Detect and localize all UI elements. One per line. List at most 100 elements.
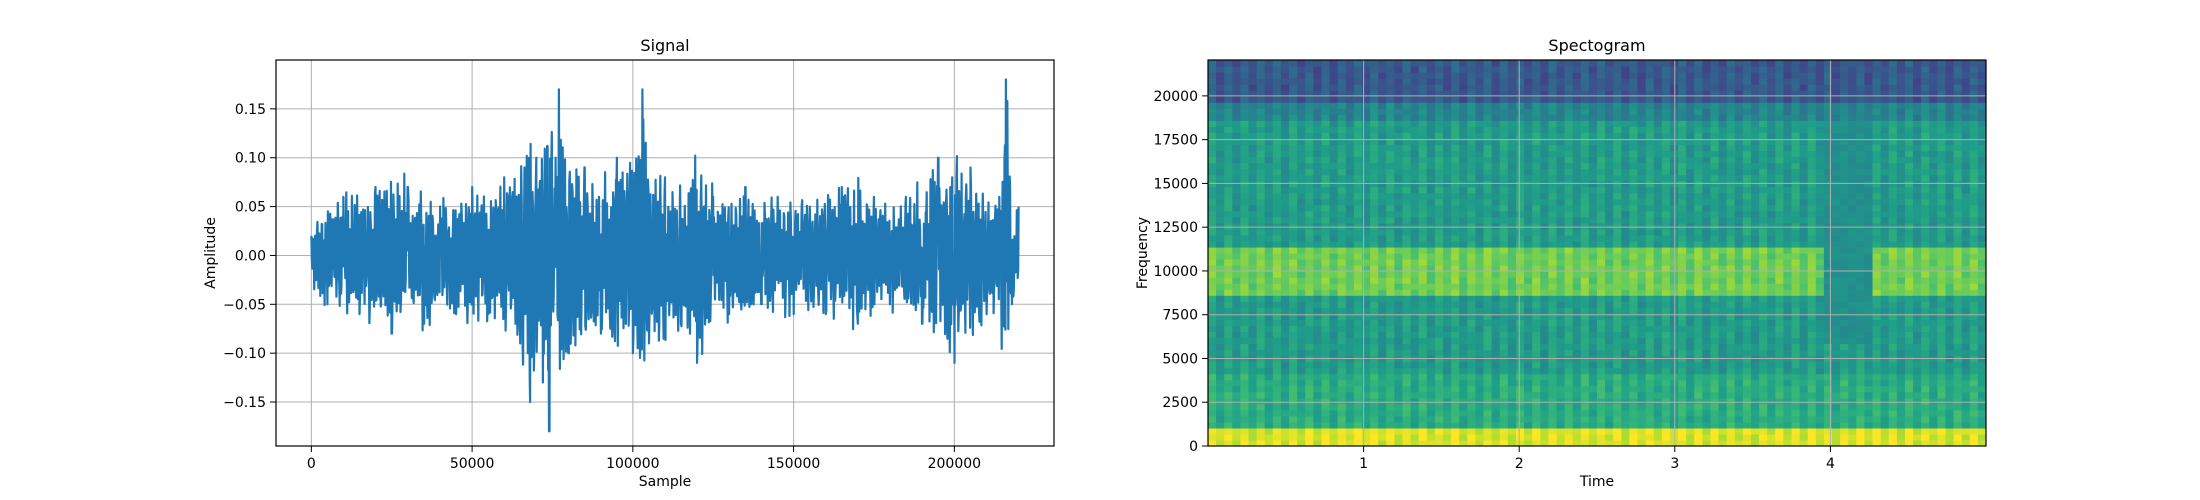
spectrogram-cell (1394, 180, 1404, 188)
spectrogram-cell (1216, 228, 1225, 236)
spectrogram-cell (1775, 240, 1784, 248)
spectrogram-cell (1483, 289, 1493, 296)
spectrogram-cell (1556, 216, 1566, 224)
spectrogram-cell (1734, 72, 1744, 79)
spectrogram-cell (1240, 271, 1250, 278)
spectrogram-cell (1588, 367, 1598, 375)
spectrogram-cell (1783, 307, 1793, 314)
spectrogram-cell (1216, 331, 1225, 339)
spectrogram-cell (1815, 180, 1825, 188)
spectrogram-cell (1305, 379, 1314, 387)
spectrogram-cell (1637, 391, 1647, 399)
spectrogram-cell (1305, 397, 1314, 405)
spectrogram-cell (1337, 277, 1347, 284)
spectrogram-cell (1540, 246, 1549, 254)
spectrogram-cell (1783, 60, 1793, 67)
spectrogram-cell (1289, 433, 1298, 441)
spectrogram-cell (1418, 415, 1428, 423)
spectrogram-cell (1775, 259, 1784, 266)
spectrogram-cell (1791, 361, 1801, 369)
spectrogram-cell (1734, 144, 1744, 152)
spectrogram-cell (1280, 144, 1290, 152)
spectrogram-cell (1410, 253, 1420, 260)
spectrogram-cell (1750, 319, 1760, 326)
spectrogram-cell (1734, 180, 1744, 188)
spectrogram-cell (1313, 198, 1323, 206)
spectrogram-cell (1507, 271, 1517, 278)
spectrogram-cell (1686, 289, 1695, 296)
spectrogram-cell (1791, 204, 1801, 212)
spectrogram-cell (1410, 439, 1420, 446)
spectrogram-cell (1402, 391, 1412, 399)
spectrogram-cell (1564, 180, 1574, 188)
spectrogram-cell (1491, 102, 1501, 109)
spectrogram-cell (1540, 439, 1549, 446)
spectrogram-cell (1532, 78, 1541, 85)
spectrogram-cell (1767, 246, 1776, 254)
spectrogram-cell (1767, 210, 1776, 218)
spectrogram-cell (1572, 307, 1582, 314)
spectrogram-cell (1426, 415, 1436, 423)
spectrogram-cell (1823, 427, 1833, 435)
spectrogram-cell (1386, 331, 1395, 339)
spectrogram-cell (1823, 204, 1833, 212)
spectrogram-cell (1256, 174, 1266, 182)
spectrogram-cell (1605, 156, 1614, 164)
spectrogram-cell (1548, 307, 1558, 314)
spectrogram-cell (1386, 307, 1395, 314)
spectrogram-cell (1580, 385, 1590, 393)
spectrogram-cell (1483, 168, 1493, 176)
spectrogram-cell (1540, 421, 1549, 429)
spectrogram-cell (1532, 325, 1541, 333)
spectrogram-cell (1353, 361, 1363, 369)
spectrogram-cell (1297, 126, 1306, 133)
spectrogram-cell (1410, 180, 1420, 188)
spectrogram-cell (1726, 120, 1736, 127)
spectrogram-cell (1621, 433, 1631, 441)
spectrogram-cell (1767, 114, 1776, 121)
spectrogram-cell (1329, 367, 1339, 375)
spectrogram-cell (1702, 295, 1712, 302)
spectrogram-cell (1297, 216, 1306, 224)
spectrogram-cell (1637, 319, 1647, 326)
spectrogram-cell (1629, 415, 1639, 423)
spectrogram-cell (1329, 108, 1339, 115)
spectrogram-cell (1426, 343, 1436, 351)
spectrogram-cell (1621, 138, 1631, 146)
spectrogram-cell (1491, 108, 1501, 115)
spectrogram-cell (1264, 433, 1274, 441)
spectrogram-cell (1410, 367, 1420, 375)
spectrogram-cell (1264, 319, 1274, 326)
spectrogram-cell (1361, 144, 1371, 152)
spectrogram-cell (1645, 108, 1655, 115)
spectrogram-cell (1272, 72, 1282, 79)
spectrogram-cell (1653, 379, 1663, 387)
spectrogram-cell (1645, 397, 1655, 405)
spectrogram-cell (1264, 204, 1274, 212)
spectrogram-cell (1483, 72, 1493, 79)
spectrogram-cell (1799, 144, 1809, 152)
spectrogram-cell (1256, 126, 1266, 133)
spectrogram-cell (1678, 216, 1687, 224)
spectrogram-cell (1613, 90, 1622, 97)
spectrogram-cell (1524, 403, 1533, 411)
spectrogram-cell (1208, 150, 1217, 158)
spectrogram-cell (1507, 265, 1517, 272)
spectrogram-cell (1645, 373, 1655, 381)
spectrogram-cell (1345, 66, 1355, 73)
spectrogram-cell (1556, 138, 1566, 146)
spectrogram-cell (1532, 96, 1541, 103)
spectrogram-cell (1799, 162, 1809, 170)
spectrogram-cell (1418, 234, 1428, 242)
spectrogram-cell (1597, 150, 1606, 158)
spectrogram-cell (1783, 240, 1793, 248)
spectrogram-cell (1710, 132, 1720, 140)
spectrogram-cell (1726, 144, 1736, 152)
spectrogram-cell (1734, 421, 1744, 429)
spectrogram-cell (1378, 234, 1387, 242)
spectrogram-cell (1329, 427, 1339, 435)
spectrogram-cell (1208, 84, 1217, 91)
spectrogram-cell (1653, 84, 1663, 91)
spectrogram-cell (1370, 289, 1379, 296)
spectrogram-cell (1605, 421, 1614, 429)
